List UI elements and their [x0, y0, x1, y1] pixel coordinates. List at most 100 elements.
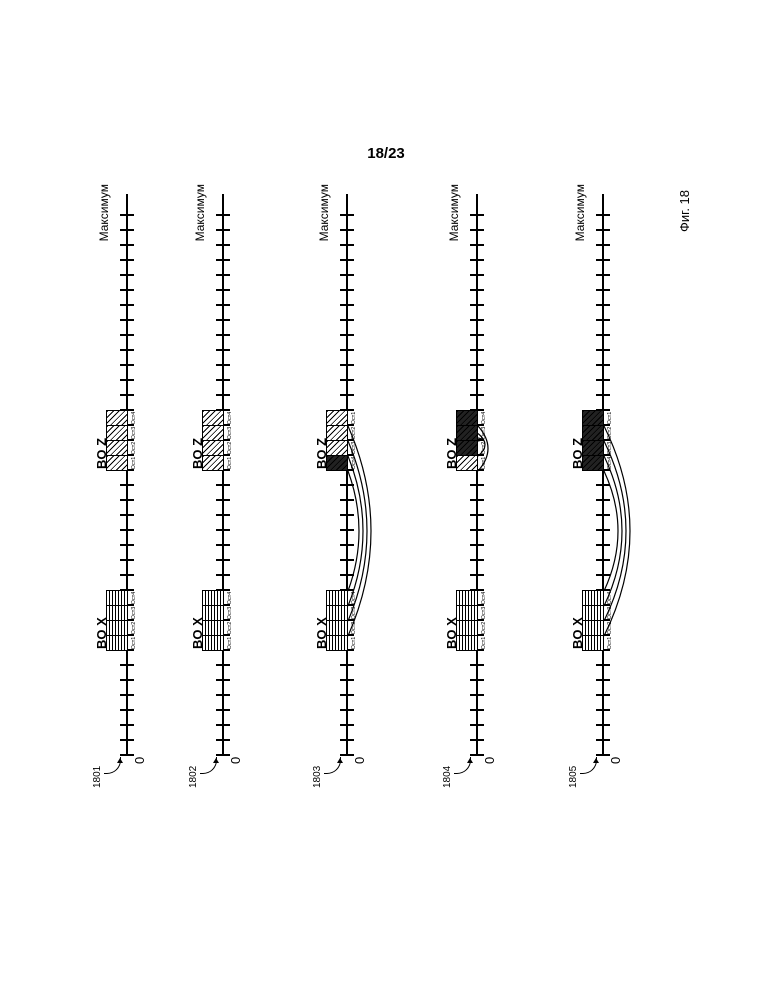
- axis-tick: [120, 529, 134, 531]
- group-x-cell-label: Ост2: [131, 621, 137, 635]
- group-z-cells: Ост1Ост2Ост3Ост4: [202, 410, 224, 471]
- group-z-cell: Ост1: [327, 411, 347, 425]
- group-x-cell: Ост3: [203, 605, 223, 620]
- group-x-cells: Ост1Ост2Ост3Ост4: [326, 590, 348, 651]
- group-x-cell-label: Ост1: [227, 636, 233, 650]
- group-z-cell: Ост2: [203, 440, 223, 455]
- group-z-cell-label: Ост2: [131, 441, 137, 455]
- group-z-cells: Ост4Ост3Ост2Ост1: [326, 410, 348, 471]
- axis-zero-label: 0: [132, 757, 147, 764]
- group-x-cell: Ост1: [327, 635, 347, 650]
- ref-pointer-icon: [104, 757, 121, 774]
- group-z-cell-label: Ост1: [131, 456, 137, 470]
- group-z-cell: Ост4: [203, 411, 223, 425]
- axis-tick: [120, 214, 134, 216]
- axis-tick: [216, 739, 230, 741]
- axis-tick: [216, 349, 230, 351]
- group-z-cells: Ост1Ост2Ост3Ост4: [106, 410, 128, 471]
- axis-tick: [216, 499, 230, 501]
- axis-tick: [216, 664, 230, 666]
- axis-zero-label: 0: [228, 757, 243, 764]
- axis-tick: [216, 274, 230, 276]
- group-z-cell-label: Ост3: [131, 426, 137, 440]
- crossover-arrow: [478, 426, 488, 471]
- timeline-1802: 18020МаксимумBO XОст1Ост2Ост3Ост4BO ZОст…: [184, 190, 270, 786]
- group-x-cell: Ост2: [457, 620, 477, 635]
- figure-container: 18010МаксимумBO XОст1Ост2Ост3Ост4BO ZОст…: [88, 190, 684, 786]
- timeline-1804: 18040МаксимумBO XОст1Ост2Ост3Ост4BO ZОст…: [438, 190, 524, 786]
- ref-pointer-icon: [200, 757, 217, 774]
- crossover-arrows: [476, 190, 536, 786]
- axis-tick: [120, 514, 134, 516]
- axis-tick: [216, 364, 230, 366]
- figure-drawing: 18010МаксимумBO XОст1Ост2Ост3Ост4BO ZОст…: [88, 190, 684, 786]
- axis-tick: [120, 274, 134, 276]
- axis-max-label: Максимум: [447, 184, 461, 241]
- axis-tick: [216, 244, 230, 246]
- axis-tick: [120, 349, 134, 351]
- group-x-cell: Ост1: [583, 635, 603, 650]
- group-x-cell-label: Ост4: [227, 591, 233, 605]
- axis-tick: [216, 724, 230, 726]
- axis-tick: [216, 484, 230, 486]
- axis-tick: [216, 754, 230, 756]
- axis-tick: [216, 379, 230, 381]
- group-z-cell: Ост2: [327, 425, 347, 440]
- axis-tick: [216, 214, 230, 216]
- axis-tick: [120, 709, 134, 711]
- crossover-arrow: [478, 434, 485, 457]
- group-x-cell: Ост3: [457, 605, 477, 620]
- axis-max-label: Максимум: [193, 184, 207, 241]
- group-z-cell: Ост3: [327, 440, 347, 455]
- group-x-cell: Ост3: [583, 605, 603, 620]
- timeline-ref: 1803: [312, 766, 323, 788]
- axis-tick: [120, 544, 134, 546]
- group-z-cell-label: Ост4: [227, 411, 233, 425]
- axis-tick: [216, 694, 230, 696]
- crossover-arrows: [346, 190, 406, 786]
- axis-tick: [120, 229, 134, 231]
- crossover-arrow: [478, 438, 482, 441]
- group-x-cell: Ост4: [583, 591, 603, 605]
- group-x-cell-label: Ост2: [227, 621, 233, 635]
- crossover-arrows: [602, 190, 662, 786]
- axis-tick: [216, 529, 230, 531]
- axis-tick: [120, 394, 134, 396]
- axis-tick: [120, 289, 134, 291]
- timeline-ref: 1802: [188, 766, 199, 788]
- group-x-cells: Ост1Ост2Ост3Ост4: [582, 590, 604, 651]
- axis-tick: [120, 679, 134, 681]
- figure-caption: Фиг. 18: [677, 190, 692, 232]
- group-z-cell-label: Ост4: [131, 411, 137, 425]
- axis-tick: [120, 259, 134, 261]
- group-z-cell: Ост3: [583, 440, 603, 455]
- group-x-cell: Ост1: [107, 635, 127, 650]
- crossover-arrow: [348, 441, 367, 621]
- group-z-cell: Ост1: [203, 455, 223, 470]
- axis-tick: [120, 559, 134, 561]
- group-x-cell: Ост4: [327, 591, 347, 605]
- group-z-cell: Ост4: [457, 411, 477, 425]
- timeline-1805: 18050МаксимумBO XОст1Ост2Ост3Ост4BO ZОст…: [564, 190, 650, 786]
- group-x-cell: Ост1: [457, 635, 477, 650]
- axis-tick: [120, 664, 134, 666]
- group-z-cell: Ост4: [583, 455, 603, 470]
- group-x-cell: Ост4: [203, 591, 223, 605]
- ref-pointer-icon: [324, 757, 341, 774]
- group-x-cell: Ост3: [107, 605, 127, 620]
- axis-tick: [120, 484, 134, 486]
- group-x-cells: Ост1Ост2Ост3Ост4: [456, 590, 478, 651]
- group-z-cell-label: Ост1: [227, 456, 233, 470]
- axis-tick: [120, 739, 134, 741]
- axis-tick: [120, 334, 134, 336]
- axis-tick: [120, 724, 134, 726]
- group-x-cell-label: Ост1: [131, 636, 137, 650]
- group-z-cell: Ост3: [457, 425, 477, 440]
- axis-tick: [216, 559, 230, 561]
- timeline-ref: 1805: [568, 766, 579, 788]
- ref-pointer-icon: [580, 757, 597, 774]
- ref-pointer-icon: [454, 757, 471, 774]
- group-z-cell-label: Ост2: [227, 441, 233, 455]
- timeline-1801: 18010МаксимумBO XОст1Ост2Ост3Ост4BO ZОст…: [88, 190, 174, 786]
- axis-tick: [216, 709, 230, 711]
